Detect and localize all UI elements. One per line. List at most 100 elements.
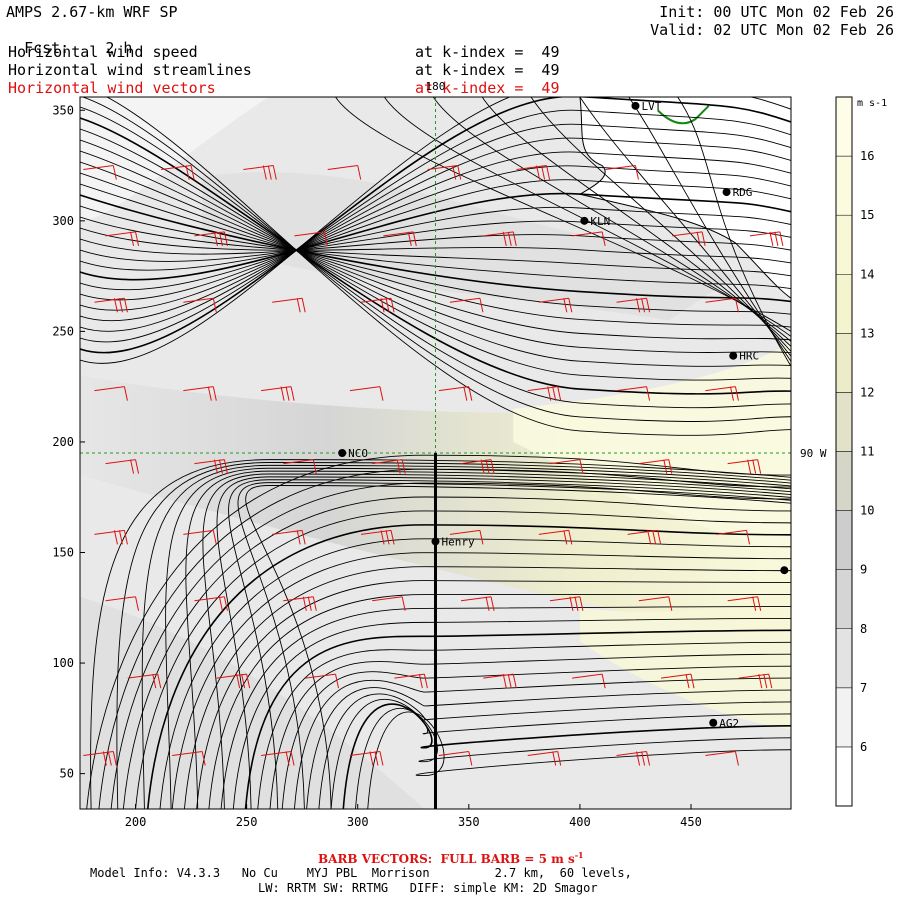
barb-flag: [757, 459, 762, 474]
station-label: KLN: [590, 215, 610, 228]
streamline: [116, 462, 791, 809]
colorbar-segment: [835, 687, 853, 748]
barb-flag: [418, 674, 423, 689]
station-marker[interactable]: Henry: [431, 535, 475, 548]
barb-flag: [152, 674, 157, 689]
barb-flag: [107, 751, 112, 766]
barb-flag: [696, 231, 701, 246]
streamline: [80, 128, 791, 381]
wind-barb: [243, 165, 277, 180]
speed-secondary-max: [579, 585, 791, 730]
wind-barb: [216, 673, 251, 689]
barb-flag: [285, 751, 290, 766]
barb-flag: [490, 459, 495, 474]
wind-barb: [383, 231, 417, 246]
barb-shaft: [349, 386, 381, 392]
streamline: [384, 97, 791, 337]
station-marker[interactable]: NCO: [338, 447, 368, 460]
barb-flag: [241, 674, 246, 689]
streamline: [677, 97, 791, 367]
fcst-label: Fcst:: [24, 39, 70, 57]
barb-flag: [541, 165, 546, 180]
barb-flag: [485, 596, 490, 611]
field-name-speed: Horizontal wind speed: [8, 43, 198, 61]
wind-barb: [349, 386, 384, 401]
wind-barb: [349, 751, 384, 766]
colorbar-frame: [835, 96, 853, 807]
barb-flag: [185, 165, 190, 180]
barb-flag: [213, 459, 218, 474]
wind-barb: [172, 751, 206, 766]
streamline: [80, 151, 791, 311]
wind-barb: [83, 165, 117, 180]
barb-flag: [579, 596, 584, 611]
barb-flag: [312, 459, 317, 474]
barb-shaft: [705, 297, 736, 303]
streamlines: [80, 97, 791, 809]
barb-flag: [507, 231, 512, 246]
barb-shaft: [372, 596, 403, 602]
streamline: [335, 97, 791, 332]
barb-flag: [379, 751, 384, 766]
streamline: [80, 110, 791, 343]
wind-barb: [427, 165, 462, 180]
station-marker[interactable]: KLN: [580, 215, 610, 228]
station-marker[interactable]: [780, 566, 789, 575]
station-marker[interactable]: HRC: [729, 350, 759, 363]
barb-note: BARB VECTORS: FULL BARB = 5 m s-1: [318, 850, 584, 866]
barb-flag: [302, 596, 307, 611]
barb-shaft: [283, 459, 314, 465]
streamline: [80, 192, 791, 281]
station-label: Henry: [442, 535, 475, 548]
wind-barb: [360, 529, 395, 545]
barb-flag: [102, 751, 107, 766]
streamline: [80, 216, 791, 277]
streamline: [122, 496, 791, 809]
barb-flag: [636, 751, 641, 766]
streamline: [330, 698, 791, 809]
barb-flag: [123, 530, 128, 545]
streamline: [228, 479, 791, 809]
station-marker[interactable]: LVT: [631, 100, 662, 113]
colorbar-segment: [835, 628, 853, 689]
barb-flag: [307, 596, 312, 611]
barb-flag: [652, 530, 657, 545]
barb-flag: [701, 231, 706, 246]
barb-flag: [641, 298, 646, 313]
wind-barb: [572, 673, 606, 689]
barb-flag: [763, 674, 768, 689]
wind-barb: [538, 297, 573, 313]
barb-shaft: [83, 165, 114, 171]
latitude-label: 90 W: [800, 447, 827, 460]
barb-flag: [113, 530, 118, 545]
barb-flag: [280, 386, 285, 401]
barb-shaft: [449, 297, 481, 303]
x-tick-label: 450: [680, 815, 702, 829]
barb-flag: [272, 165, 277, 180]
streamline: [245, 485, 791, 809]
streamline: [159, 538, 791, 809]
wind-barb: [549, 596, 584, 611]
station-marker[interactable]: AG2: [709, 717, 739, 730]
streamline: [293, 677, 791, 809]
barb-flag: [135, 459, 140, 474]
wind-barb: [727, 596, 762, 611]
wind-barb: [605, 165, 639, 180]
barb-flag: [218, 231, 223, 246]
streamline: [80, 97, 791, 364]
barb-shaft: [638, 596, 669, 602]
colorbar-tick-label: 10: [860, 504, 874, 518]
barb-flag: [246, 674, 251, 689]
colorbar-segment: [835, 333, 853, 393]
station-marker[interactable]: RDG: [722, 186, 753, 199]
barb-flag: [479, 298, 484, 313]
barb-flag: [758, 674, 763, 689]
wind-barb: [194, 459, 228, 474]
x-tick-label: 250: [236, 815, 258, 829]
barb-flag: [457, 165, 462, 180]
streamline: [216, 476, 791, 809]
barb-flag: [546, 165, 551, 180]
wind-barb: [261, 751, 295, 766]
wind-barb: [483, 673, 517, 689]
